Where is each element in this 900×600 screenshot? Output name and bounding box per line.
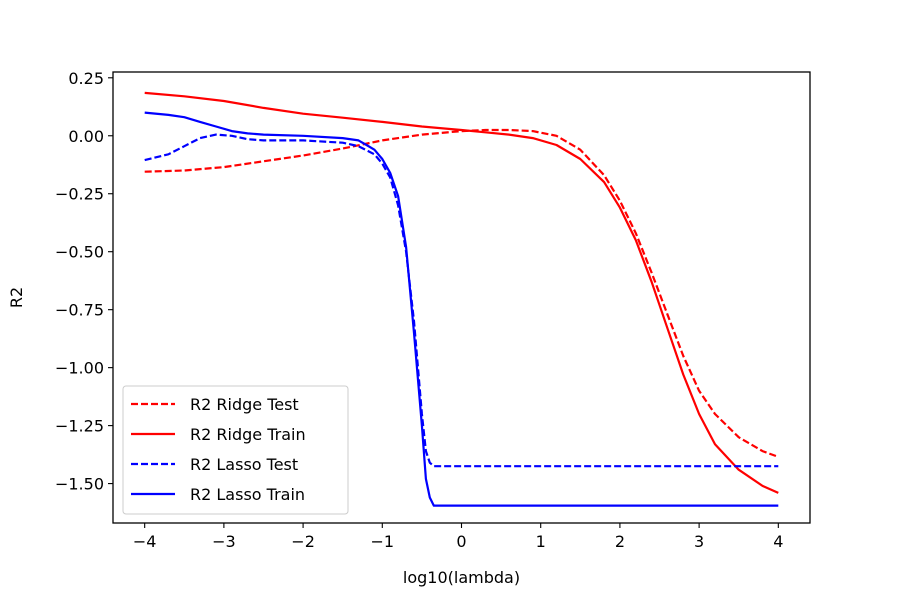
y-tick-label: −1.25: [55, 417, 104, 436]
y-tick-label: −0.25: [55, 185, 104, 204]
legend-label: R2 Lasso Train: [190, 485, 305, 504]
series-line-r2-ridge-train: [144, 91, 779, 494]
x-tick-label: 0: [456, 532, 466, 551]
legend-label: R2 Ridge Train: [190, 425, 306, 444]
y-tick-label: 0.00: [68, 127, 104, 146]
x-tick-label: 3: [694, 532, 704, 551]
x-tick-label: −4: [133, 532, 157, 551]
legend-label: R2 Lasso Test: [190, 455, 298, 474]
x-axis-ticks: −4 −3 −2 −1 0 1 2 3 4: [133, 523, 783, 551]
series-line-r2-lasso-train: [144, 111, 779, 507]
legend-label: R2 Ridge Test: [190, 395, 299, 414]
series-line-r2-ridge-test: [144, 128, 779, 458]
x-tick-label: −1: [370, 532, 394, 551]
y-tick-label: −0.50: [55, 243, 104, 262]
x-tick-label: 2: [615, 532, 625, 551]
y-tick-label: −1.50: [55, 475, 104, 494]
series-line-r2-lasso-test: [144, 133, 779, 468]
x-tick-label: −3: [212, 532, 236, 551]
x-tick-label: 1: [536, 532, 546, 551]
legend: R2 Ridge Test R2 Ridge Train R2 Lasso Test…: [122, 385, 349, 515]
plot-lines: [144, 91, 779, 507]
x-tick-label: 4: [773, 532, 783, 551]
y-tick-label: −1.00: [55, 359, 104, 378]
y-axis-label: R2: [7, 287, 26, 308]
legend-box: [122, 385, 349, 515]
y-axis-ticks: 0.25 0.00 −0.25 −0.50 −0.75 −1.00 −1.25 −1.50: [55, 69, 113, 494]
y-tick-label: −0.75: [55, 301, 104, 320]
y-tick-label: 0.25: [68, 69, 104, 88]
x-axis-label: log10(lambda): [403, 568, 520, 587]
x-tick-label: −2: [291, 532, 315, 551]
